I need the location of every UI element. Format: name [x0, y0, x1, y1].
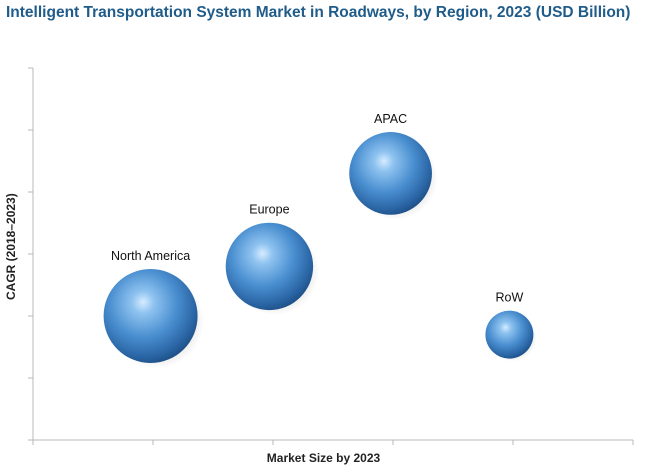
bubbles: North America Europe APAC RoW — [103, 112, 537, 369]
bubble-north-america: North America — [103, 249, 205, 369]
bubble-label: Europe — [249, 203, 289, 217]
bubble-point — [225, 222, 314, 311]
chart-title: Intelligent Transportation System Market… — [6, 4, 631, 21]
bubble-label: APAC — [374, 112, 407, 126]
bubble-apac: APAC — [349, 112, 438, 220]
x-axis-label: Market Size by 2023 — [266, 451, 381, 465]
axes — [28, 67, 634, 445]
bubble-row: RoW — [485, 291, 537, 362]
bubble-label: RoW — [496, 291, 524, 305]
bubble-label: North America — [111, 249, 190, 263]
bubble-point — [485, 310, 534, 359]
bubble-point — [349, 132, 432, 215]
bubble-point — [103, 269, 198, 363]
bubble-europe: Europe — [225, 203, 320, 316]
